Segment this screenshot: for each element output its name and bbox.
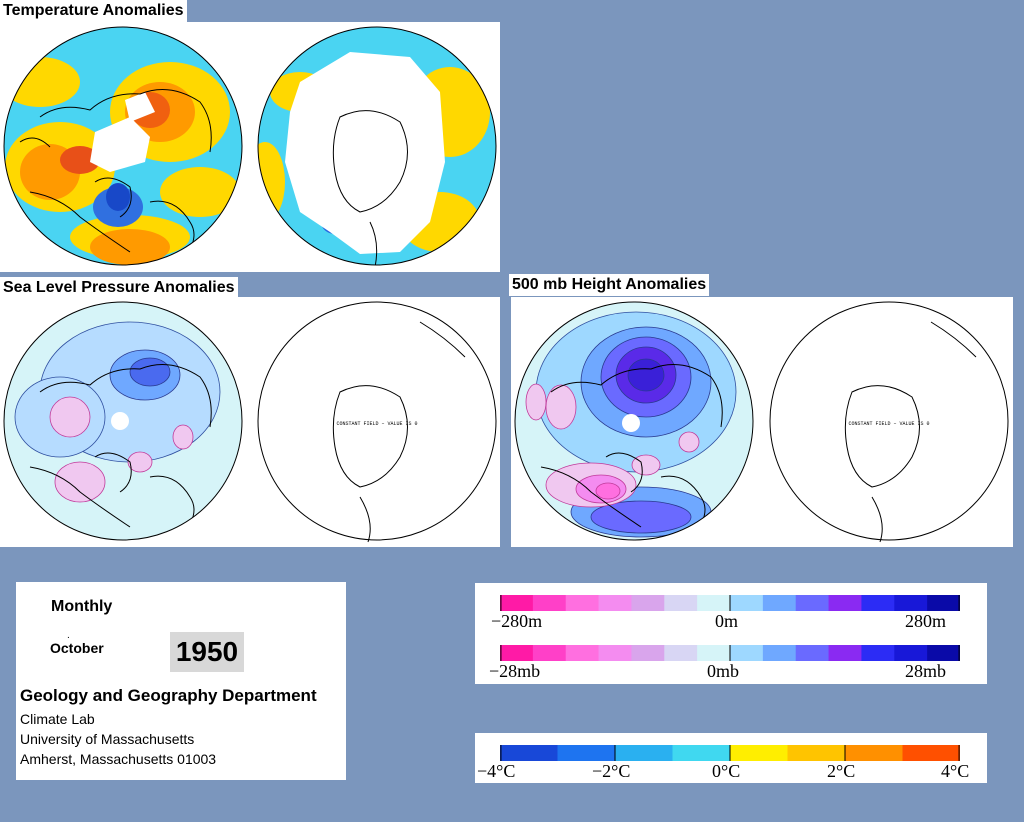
legend-swatch xyxy=(565,595,600,611)
height-legend-zero: 0m xyxy=(715,611,739,631)
height-legend-bar xyxy=(500,595,961,611)
temperature-legend-label-5: 4°C xyxy=(941,761,970,781)
constant-field-note: CONSTANT FIELD – VALUE IS 0 xyxy=(848,421,929,427)
legend-swatch xyxy=(902,745,961,761)
height-title: 500 mb Height Anomalies xyxy=(509,274,710,296)
period-label: Monthly xyxy=(51,598,113,615)
legend-swatch xyxy=(861,645,895,661)
legend-swatch xyxy=(697,595,731,611)
height-legend-min: −280m xyxy=(491,611,543,631)
legend-swatch xyxy=(697,645,731,661)
slp-title: Sea Level Pressure Anomalies xyxy=(0,277,238,299)
temperature-title: Temperature Anomalies xyxy=(0,0,187,22)
legend-swatch xyxy=(565,645,600,661)
temperature-legend-label-3: 0°C xyxy=(712,761,741,781)
northern-hemisphere-height-map xyxy=(515,302,753,540)
department-label: Geology and Geography Department xyxy=(20,686,317,705)
legend-swatch xyxy=(762,595,797,611)
temperature-map-panel xyxy=(0,22,500,272)
legend-swatch xyxy=(795,645,830,661)
legend-swatch xyxy=(615,745,673,761)
year-label: 1950 xyxy=(170,632,244,672)
anomaly-legend-box: −280m 0m 280m −28mb 0mb 28mb xyxy=(475,583,987,684)
height-legend-max: 280m xyxy=(905,611,947,631)
legend-swatch xyxy=(894,595,928,611)
legend-swatch xyxy=(787,745,846,761)
northern-hemisphere-temperature-map xyxy=(4,27,242,265)
temperature-legend-label-2: −2°C xyxy=(592,761,631,781)
legend-swatch xyxy=(598,595,632,611)
temperature-legend-bar xyxy=(500,745,961,761)
legend-swatch xyxy=(795,595,830,611)
address-label: Amherst, Massachusetts 01003 xyxy=(20,751,217,767)
legend-swatch xyxy=(894,645,928,661)
pressure-legend-min: −28mb xyxy=(489,661,541,681)
slp-map-panel: CONSTANT FIELD – VALUE IS 0 xyxy=(0,297,500,547)
legend-swatch xyxy=(664,645,698,661)
legend-swatch xyxy=(730,745,788,761)
legend-swatch xyxy=(672,745,731,761)
legend-swatch xyxy=(532,645,567,661)
legend-swatch xyxy=(861,595,895,611)
dot: . xyxy=(67,630,70,641)
legend-swatch xyxy=(845,745,903,761)
legend-swatch xyxy=(500,745,558,761)
lab-label: Climate Lab xyxy=(20,711,95,727)
northern-hemisphere-slp-map xyxy=(4,302,242,540)
legend-swatch xyxy=(631,645,665,661)
legend-swatch xyxy=(500,645,534,661)
legend-swatch xyxy=(557,745,616,761)
legend-swatch xyxy=(828,645,862,661)
legend-swatch xyxy=(664,595,698,611)
legend-swatch xyxy=(730,595,764,611)
university-label: University of Massachusetts xyxy=(20,731,195,747)
pressure-legend-max: 28mb xyxy=(905,661,947,681)
month-label: October xyxy=(50,640,104,656)
constant-field-note: CONSTANT FIELD – VALUE IS 0 xyxy=(336,421,417,427)
legend-swatch xyxy=(927,645,961,661)
legend-swatch xyxy=(500,595,534,611)
legend-swatch xyxy=(927,595,961,611)
southern-hemisphere-temperature-map xyxy=(258,27,496,265)
legend-swatch xyxy=(532,595,567,611)
info-box: Monthly . October 1950 Geology and Geogr… xyxy=(16,582,346,780)
southern-hemisphere-height-map: CONSTANT FIELD – VALUE IS 0 xyxy=(769,301,1009,543)
legend-swatch xyxy=(631,595,665,611)
legend-swatch xyxy=(598,645,632,661)
height-map-panel: CONSTANT FIELD – VALUE IS 0 xyxy=(511,297,1013,547)
pressure-legend-zero: 0mb xyxy=(707,661,740,681)
legend-swatch xyxy=(730,645,764,661)
legend-swatch xyxy=(762,645,797,661)
southern-hemisphere-slp-map: CONSTANT FIELD – VALUE IS 0 xyxy=(257,301,497,543)
legend-swatch xyxy=(828,595,862,611)
temperature-legend-box: −4°C −2°C 0°C 2°C 4°C xyxy=(475,733,987,783)
pressure-legend-bar xyxy=(500,645,961,661)
temperature-legend-label-4: 2°C xyxy=(827,761,856,781)
temperature-legend-label-1: −4°C xyxy=(477,761,516,781)
